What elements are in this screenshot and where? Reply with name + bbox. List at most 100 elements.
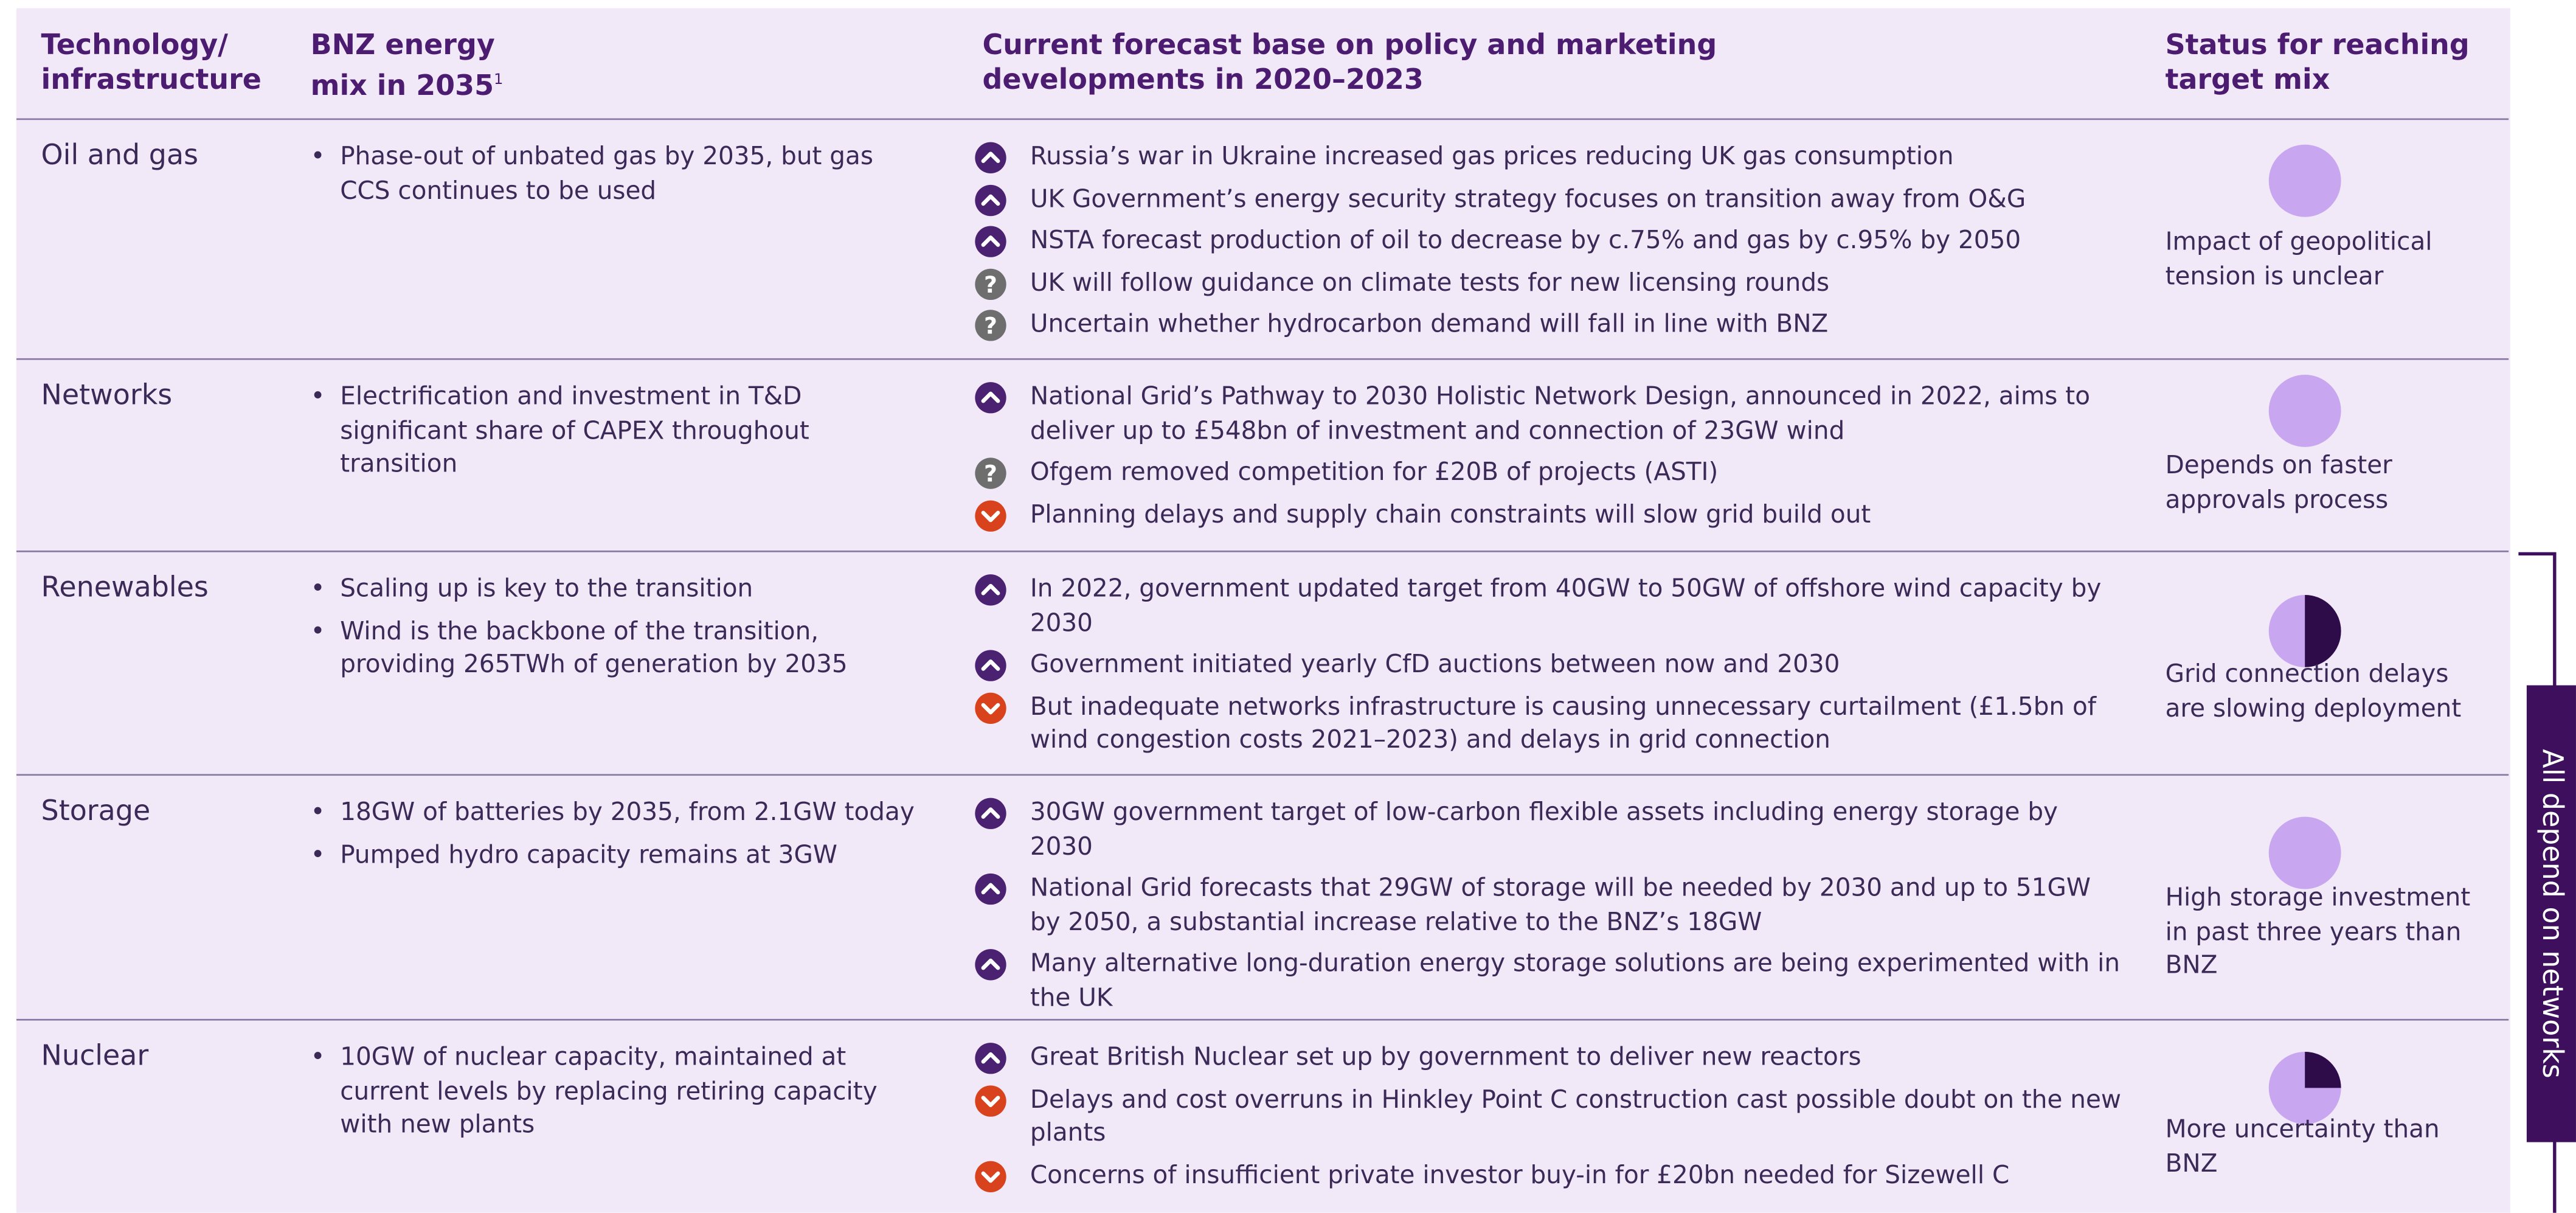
icon-question: ? (975, 268, 1006, 299)
forecast-item: In 2022, government updated target from … (975, 572, 2128, 639)
header-rule (16, 118, 2509, 120)
icon-circle (975, 142, 1006, 174)
icon-question: ? (975, 457, 1006, 489)
forecast-item: ? Ofgem removed competition for £20B of p… (975, 455, 2128, 489)
status-text: Depends on faster approvals process (2165, 450, 2392, 514)
icon-up (975, 574, 1006, 606)
icon-question: ? (975, 310, 1006, 341)
forecast-item: National Grid forecasts that 29GW of sto… (975, 871, 2128, 939)
header-tech: Technology/ infrastructure (41, 29, 261, 97)
header-note: 1 (494, 72, 504, 89)
forecast-text: But inadequate networks infrastructure i… (1030, 690, 2097, 754)
harvey-ball (2268, 374, 2341, 447)
forecast-text: Many alternative long-duration energy st… (1030, 948, 2121, 1012)
bullet: • (310, 1041, 325, 1072)
icon-glyph (981, 883, 1000, 895)
harvey-ball (2268, 144, 2341, 217)
icon-glyph (981, 1170, 1000, 1182)
icon-circle (975, 692, 1006, 723)
tech-label: Renewables (41, 572, 209, 605)
icon-circle (975, 873, 1006, 905)
bnz-item: • Pumped hydro capacity remains at 3GW (311, 837, 915, 871)
icon-up (975, 1043, 1006, 1074)
icon-circle (975, 268, 1006, 299)
forecast-item: Planning delays and supply chain constra… (975, 497, 2128, 531)
status-text: More uncertainty than BNZ (2165, 1114, 2440, 1178)
bullet: • (310, 141, 325, 171)
tech-label: Nuclear (41, 1040, 149, 1074)
icon-glyph (981, 702, 1000, 714)
icon-glyph: ? (984, 271, 997, 297)
bnz-item: • 18GW of batteries by 2035, from 2.1GW t… (311, 796, 915, 829)
bnz-text: 10GW of nuclear capacity, maintained at … (340, 1041, 878, 1139)
icon-up (975, 873, 1006, 905)
status-text: Impact of geopolitical tension is unclea… (2165, 226, 2432, 290)
icon-down (975, 692, 1006, 723)
forecast-item: Great British Nuclear set up by governme… (975, 1040, 2128, 1074)
icon-glyph (981, 958, 1000, 970)
bnz-cell: • Phase-out of unbated gas by 2035, but g… (311, 140, 915, 215)
forecast-item: UK Government’s energy security strategy… (975, 182, 2128, 215)
forecast-text: National Grid’s Pathway to 2030 Holistic… (1030, 381, 2090, 445)
ball-base (2268, 374, 2341, 447)
bnz-cell: • 18GW of batteries by 2035, from 2.1GW t… (311, 796, 915, 880)
icon-up (975, 650, 1006, 681)
bnz-item: • Scaling up is key to the transition (311, 572, 915, 605)
bnz-text: Phase-out of unbated gas by 2035, but ga… (340, 141, 873, 205)
forecast-item: ? UK will follow guidance on climate test… (975, 265, 2128, 299)
bnz-text: Wind is the backbone of the transition, … (340, 615, 848, 679)
bnz-item: • Wind is the backbone of the transition,… (311, 614, 915, 681)
forecast-text: Russia’s war in Ukraine increased gas pr… (1030, 141, 1954, 171)
forecast-item: Russia’s war in Ukraine increased gas pr… (975, 140, 2128, 174)
forecast-item: Many alternative long-duration energy st… (975, 947, 2128, 1014)
ball-fill (2305, 1051, 2341, 1088)
forecast-cell: National Grid’s Pathway to 2030 Holistic… (975, 380, 2128, 539)
header-forecast: Current forecast base on policy and mark… (982, 29, 1717, 97)
icon-circle (975, 382, 1006, 414)
forecast-cell: Great British Nuclear set up by governme… (975, 1040, 2128, 1200)
icon-circle (975, 650, 1006, 681)
bullet: • (310, 615, 325, 645)
icon-up (975, 184, 1006, 215)
icon-glyph (981, 1052, 1000, 1064)
forecast-text: UK Government’s energy security strategy… (1030, 183, 2026, 213)
forecast-text: 30GW government target of low-carbon fle… (1030, 797, 2058, 861)
icon-glyph (981, 391, 1000, 403)
icon-circle (975, 1160, 1006, 1192)
ball-fill (2305, 594, 2341, 667)
icon-up (975, 226, 1006, 257)
bnz-text: Pumped hydro capacity remains at 3GW (340, 839, 837, 869)
icon-glyph (981, 151, 1000, 163)
icon-down (975, 1160, 1006, 1192)
row-rule (16, 1018, 2509, 1021)
bullet: • (310, 797, 325, 827)
icon-circle (975, 574, 1006, 606)
icon-circle (975, 949, 1006, 981)
forecast-text: Great British Nuclear set up by governme… (1030, 1041, 1861, 1072)
icon-circle (975, 1043, 1006, 1074)
bullet: • (310, 381, 325, 411)
tech-label: Oil and gas (41, 139, 199, 173)
forecast-item: 30GW government target of low-carbon fle… (975, 796, 2128, 863)
bnz-text: Electrification and investment in T&D si… (340, 381, 809, 479)
bnz-cell: • 10GW of nuclear capacity, maintained at… (311, 1040, 915, 1150)
forecast-text: National Grid forecasts that 29GW of sto… (1030, 872, 2091, 936)
forecast-cell: Russia’s war in Ukraine increased gas pr… (975, 140, 2128, 349)
forecast-item: Delays and cost overruns in Hinkley Poin… (975, 1082, 2128, 1150)
ball-base (2268, 816, 2341, 889)
panel (16, 8, 2510, 1213)
forecast-item: NSTA forecast production of oil to decre… (975, 223, 2128, 257)
icon-glyph: ? (984, 461, 997, 487)
forecast-text: Concerns of insufficient private investo… (1030, 1159, 2010, 1189)
forecast-item: Concerns of insufficient private investo… (975, 1158, 2128, 1192)
harvey-ball (2268, 1051, 2341, 1124)
forecast-item: National Grid’s Pathway to 2030 Holistic… (975, 380, 2128, 447)
icon-circle (975, 184, 1006, 215)
forecast-text: In 2022, government updated target from … (1030, 573, 2102, 637)
icon-down (975, 499, 1006, 531)
bnz-item: • 10GW of nuclear capacity, maintained at… (311, 1040, 915, 1141)
icon-circle (975, 798, 1006, 829)
bnz-text: 18GW of batteries by 2035, from 2.1GW to… (340, 797, 915, 827)
